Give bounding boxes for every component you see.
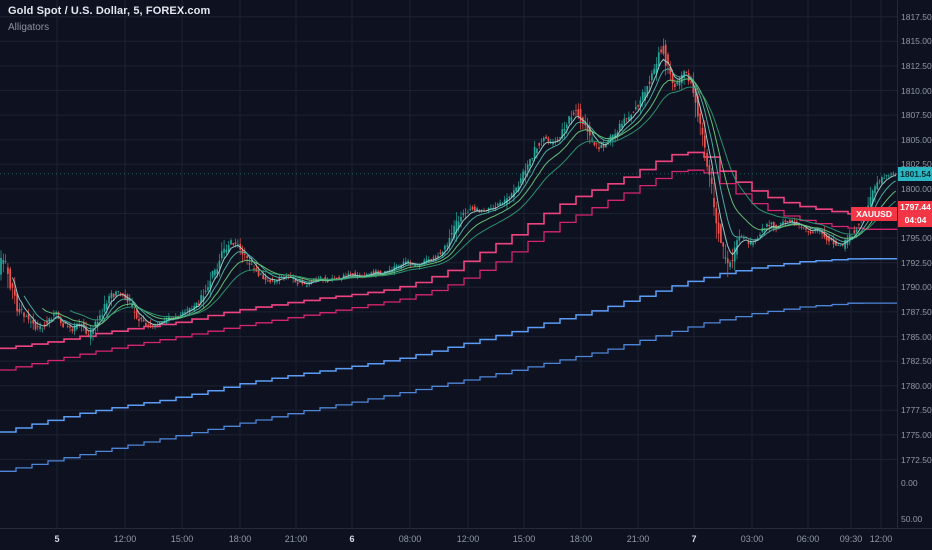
price-axis-label: 1785.00: [901, 332, 932, 342]
countdown-price: 1797.44: [900, 202, 931, 212]
chart-legend: Gold Spot / U.S. Dollar, 5, FOREX.com Al…: [8, 5, 210, 34]
price-axis-label: 1810.00: [901, 86, 932, 96]
time-axis-label: 21:00: [284, 534, 308, 544]
ma-slow-line[interactable]: [42, 78, 897, 327]
price-axis-label: 1792.50: [901, 258, 932, 268]
price-axis-label: 1807.50: [901, 110, 932, 120]
alligator-pink-lower-line[interactable]: [0, 169, 897, 371]
time-axis-label: 15:00: [170, 534, 194, 544]
alligator-blue-upper-line[interactable]: [0, 258, 897, 433]
ma-mid-line[interactable]: [23, 68, 896, 330]
time-axis-label: 06:00: [796, 534, 820, 544]
indicator-label[interactable]: Alligators: [8, 21, 50, 33]
chart-plot-area[interactable]: Gold Spot / U.S. Dollar, 5, FOREX.com Al…: [0, 0, 897, 528]
time-axis-label: 09:30: [839, 534, 863, 544]
time-axis-label: 18:00: [228, 534, 252, 544]
price-axis-label: 1772.50: [901, 455, 932, 465]
symbol-price-tag: XAUUSD: [851, 207, 897, 221]
price-axis-label: 1787.50: [901, 307, 932, 317]
countdown-timer: 04:04: [904, 215, 927, 225]
time-axis-label: 08:00: [398, 534, 422, 544]
time-axis-day-label: 7: [691, 534, 697, 544]
grid-layer: [0, 0, 897, 528]
price-axis-label: 50.00: [901, 514, 923, 524]
price-axis-label: 1777.50: [901, 405, 932, 415]
price-axis[interactable]: 1801.54 1797.44 04:04 1817.50 1815.00 1812…: [897, 0, 932, 528]
time-axis-label: 12:00: [113, 534, 137, 544]
ma-slowest-line[interactable]: [69, 86, 897, 321]
time-axis-label: 03:00: [740, 534, 764, 544]
price-axis-label: 1800.00: [901, 184, 932, 194]
chart-canvas[interactable]: [0, 0, 897, 528]
time-axis[interactable]: 5 12:00 15:00 18:00 21:00 6 08:00 12:00 15:00 18:…: [0, 528, 932, 550]
price-axis-label: 1817.50: [901, 12, 932, 22]
price-axis-label: 1805.00: [901, 135, 932, 145]
price-axis-label: 1782.50: [901, 356, 932, 366]
alligator-blue-lower-line[interactable]: [0, 302, 897, 472]
time-axis-label: 21:00: [626, 534, 650, 544]
countdown-badge: 1797.44 04:04: [898, 201, 932, 227]
price-axis-label: 1815.00: [901, 36, 932, 46]
indicator-steps-layer: [0, 151, 897, 472]
time-axis-label: 15:00: [512, 534, 536, 544]
price-axis-label: 1802.50: [901, 159, 932, 169]
price-axis-label: 1790.00: [901, 282, 932, 292]
price-axis-label: 1812.50: [901, 61, 932, 71]
time-axis-label: 12:00: [456, 534, 480, 544]
price-axis-label: 1795.00: [901, 233, 932, 243]
time-axis-day-label: 6: [349, 534, 355, 544]
price-axis-label: 1780.00: [901, 381, 932, 391]
price-axis-label: 1775.00: [901, 430, 932, 440]
symbol-title[interactable]: Gold Spot / U.S. Dollar, 5, FOREX.com: [8, 5, 211, 17]
ma-ribbon-layer: [12, 58, 897, 332]
time-axis-label: 12:00: [869, 534, 893, 544]
time-axis-label: 18:00: [569, 534, 593, 544]
time-axis-day-label: 5: [54, 534, 60, 544]
last-price-badge: 1801.54: [898, 167, 932, 181]
candles-layer: [0, 38, 897, 346]
price-axis-label: 0.00: [901, 478, 918, 488]
ma-fast-line[interactable]: [12, 58, 896, 332]
